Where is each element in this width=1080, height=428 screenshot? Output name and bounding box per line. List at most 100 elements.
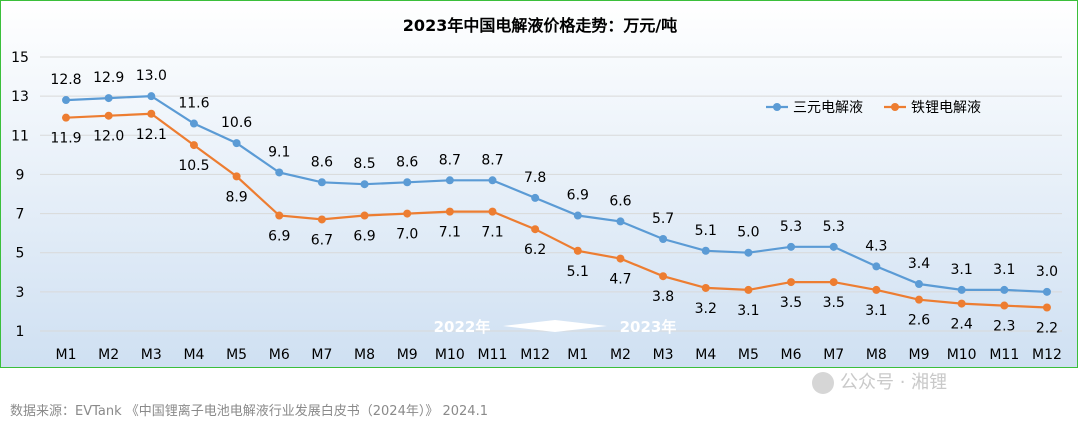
data-label: 3.1 xyxy=(993,262,1015,278)
x-tick-label: M8 xyxy=(866,347,887,363)
grid-layer xyxy=(40,56,1062,332)
data-point xyxy=(787,242,796,251)
x-tick-label: M4 xyxy=(695,347,716,363)
data-point xyxy=(531,193,540,202)
y-tick-label: 7 xyxy=(16,207,25,223)
data-label: 9.1 xyxy=(268,144,290,160)
data-label: 6.7 xyxy=(311,232,333,248)
data-label: 3.4 xyxy=(908,256,930,272)
data-label: 2.2 xyxy=(1036,321,1058,337)
year-annotation: 2022年 2023年 xyxy=(434,318,677,336)
legend-label: 铁锂电解液 xyxy=(911,100,981,116)
x-tick-label: M3 xyxy=(141,347,162,363)
plot-background xyxy=(1,1,1077,367)
x-tick-label: M11 xyxy=(989,347,1019,363)
data-label: 6.2 xyxy=(524,242,546,258)
data-point xyxy=(104,94,113,103)
legend-marker xyxy=(891,103,899,111)
x-axis: M1 M2 M3 M4 M5 M6 M7 M8 M9 M10 M11 M12 M1 M2 M3 M4 M5 M6 M… xyxy=(56,347,1062,363)
data-label: 8.9 xyxy=(225,189,247,205)
data-label: 11.9 xyxy=(50,131,81,147)
chart-frame xyxy=(0,0,1078,368)
data-label: 2.4 xyxy=(951,317,973,333)
data-point xyxy=(915,280,923,289)
x-tick-label: M7 xyxy=(311,347,332,363)
data-label: 5.3 xyxy=(780,219,802,235)
x-tick-label: M1 xyxy=(56,347,77,363)
y-tick-label: 5 xyxy=(16,246,25,262)
data-point xyxy=(829,242,838,251)
data-point xyxy=(744,285,753,294)
data-point xyxy=(360,180,369,189)
data-point xyxy=(104,111,113,120)
x-tick-label: M5 xyxy=(738,347,759,363)
y-tick-label: 13 xyxy=(11,89,29,105)
data-label: 7.1 xyxy=(481,225,503,241)
data-point xyxy=(872,285,881,294)
data-label: 8.7 xyxy=(481,152,503,168)
annotation-2022: 2022年 xyxy=(434,318,491,336)
y-tick-label: 3 xyxy=(16,285,25,301)
data-label: 7.0 xyxy=(396,227,418,243)
data-label: 2.3 xyxy=(993,319,1015,335)
y-tick-label: 15 xyxy=(11,50,29,66)
data-point xyxy=(701,246,710,255)
data-label: 5.3 xyxy=(823,219,845,235)
data-point xyxy=(787,278,796,287)
data-label: 5.7 xyxy=(652,211,674,227)
data-label: 12.0 xyxy=(93,129,124,145)
series-line-2 xyxy=(65,112,1047,309)
data-point xyxy=(403,178,412,187)
data-point xyxy=(232,139,241,148)
legend-marker xyxy=(773,103,781,111)
data-label: 4.3 xyxy=(865,238,887,254)
x-tick-label: M10 xyxy=(435,347,465,363)
x-tick-label: M4 xyxy=(183,347,204,363)
data-label: 7.1 xyxy=(439,225,461,241)
data-point xyxy=(531,225,540,234)
legend-label: 三元电解液 xyxy=(793,100,863,116)
y-tick-label: 11 xyxy=(11,128,29,144)
data-label: 10.6 xyxy=(221,115,252,131)
data-label: 5.0 xyxy=(737,225,759,241)
x-tick-label: M12 xyxy=(520,347,550,363)
data-label: 7.8 xyxy=(524,170,546,186)
x-tick-label: M8 xyxy=(354,347,375,363)
data-label: 12.1 xyxy=(136,127,167,143)
data-label: 12.8 xyxy=(50,72,81,88)
data-label: 3.1 xyxy=(737,303,759,319)
data-point xyxy=(232,172,241,181)
data-point xyxy=(445,207,454,216)
wechat-icon xyxy=(812,372,834,394)
data-point xyxy=(744,248,753,257)
data-point xyxy=(573,211,582,220)
data-label: 4.7 xyxy=(609,272,631,288)
data-label: 8.7 xyxy=(439,152,461,168)
data-label: 8.6 xyxy=(396,154,418,170)
data-point xyxy=(915,295,923,304)
data-point xyxy=(659,272,668,281)
data-point xyxy=(445,176,454,185)
x-tick-label: M6 xyxy=(781,347,802,363)
data-point xyxy=(616,217,625,226)
data-point xyxy=(573,246,582,255)
x-tick-label: M12 xyxy=(1032,347,1062,363)
source-note: 数据来源：EVTank 《中国锂离子电池电解液行业发展白皮书（2024年）》 2… xyxy=(10,404,488,419)
data-point xyxy=(1042,303,1051,312)
series-layer xyxy=(62,92,1051,312)
data-point xyxy=(62,113,70,122)
legend: 三元电解液 铁锂电解液 xyxy=(766,100,981,116)
x-tick-label: M7 xyxy=(823,347,844,363)
data-label: 3.1 xyxy=(951,262,973,278)
data-point xyxy=(488,207,497,216)
data-labels: 12.8 12.9 13.0 11.6 10.6 9.1 8.6 8.5 8.6 8.7 8.7 7.… xyxy=(50,68,1058,336)
data-label: 3.5 xyxy=(823,295,845,311)
data-point xyxy=(403,209,412,218)
data-label: 3.2 xyxy=(695,301,717,317)
data-point xyxy=(62,96,70,105)
data-label: 2.6 xyxy=(908,313,930,329)
data-point xyxy=(189,141,198,150)
watermark-text: 公众号 · 湘锂 xyxy=(840,372,948,393)
